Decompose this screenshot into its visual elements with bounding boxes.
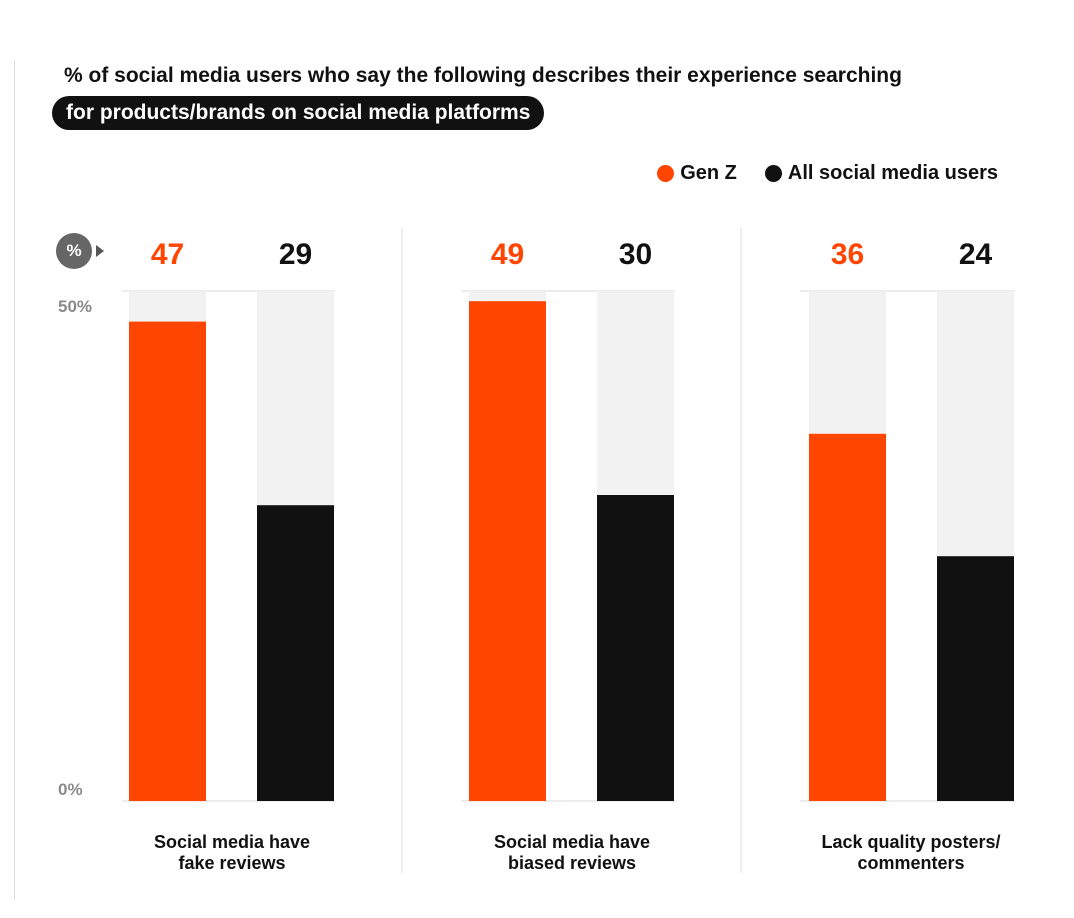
bar-genz <box>129 321 206 801</box>
category-label-line: Lack quality posters/ <box>821 832 1001 852</box>
legend-label-all: All social media users <box>787 162 998 184</box>
bar-all <box>597 495 674 801</box>
bar-all <box>257 505 334 801</box>
data-label: 29 <box>279 238 312 271</box>
category-label-line: commenters <box>857 853 965 873</box>
y-tick-label: 0% <box>58 780 83 799</box>
percent-badge: % <box>56 233 92 269</box>
data-label: 36 <box>831 238 864 271</box>
data-label: 24 <box>959 238 993 271</box>
chart-title-highlight: for products/brands on social media plat… <box>52 96 545 130</box>
data-label: 47 <box>151 238 184 271</box>
left-rule <box>14 60 15 900</box>
legend-item-genz: Gen Z <box>657 162 737 185</box>
data-label: 49 <box>491 238 524 271</box>
chart-title: % of social media users who say the foll… <box>64 64 902 87</box>
bar-genz <box>469 301 546 801</box>
legend-item-all: All social media users <box>764 162 998 185</box>
category-label-line: Social media have <box>493 832 651 852</box>
category-label-line: Social media have <box>153 832 311 852</box>
arrow-right-icon <box>96 245 104 257</box>
bar-all <box>937 556 1014 801</box>
category-label: Lack quality posters/ commenters <box>781 832 1041 874</box>
category-label: Social media have fake reviews <box>102 832 362 874</box>
category-label-line: biased reviews <box>507 853 637 873</box>
legend: Gen Z All social media users <box>657 162 998 185</box>
y-tick-label: 50% <box>58 297 92 316</box>
category-label-line: fake reviews <box>178 853 286 873</box>
legend-dot-all <box>764 165 782 182</box>
legend-dot-genz <box>657 165 675 182</box>
category-label: Social media have biased reviews <box>442 832 702 874</box>
legend-label-genz: Gen Z <box>680 162 737 184</box>
bar-genz <box>809 433 886 801</box>
data-label: 30 <box>619 238 652 271</box>
